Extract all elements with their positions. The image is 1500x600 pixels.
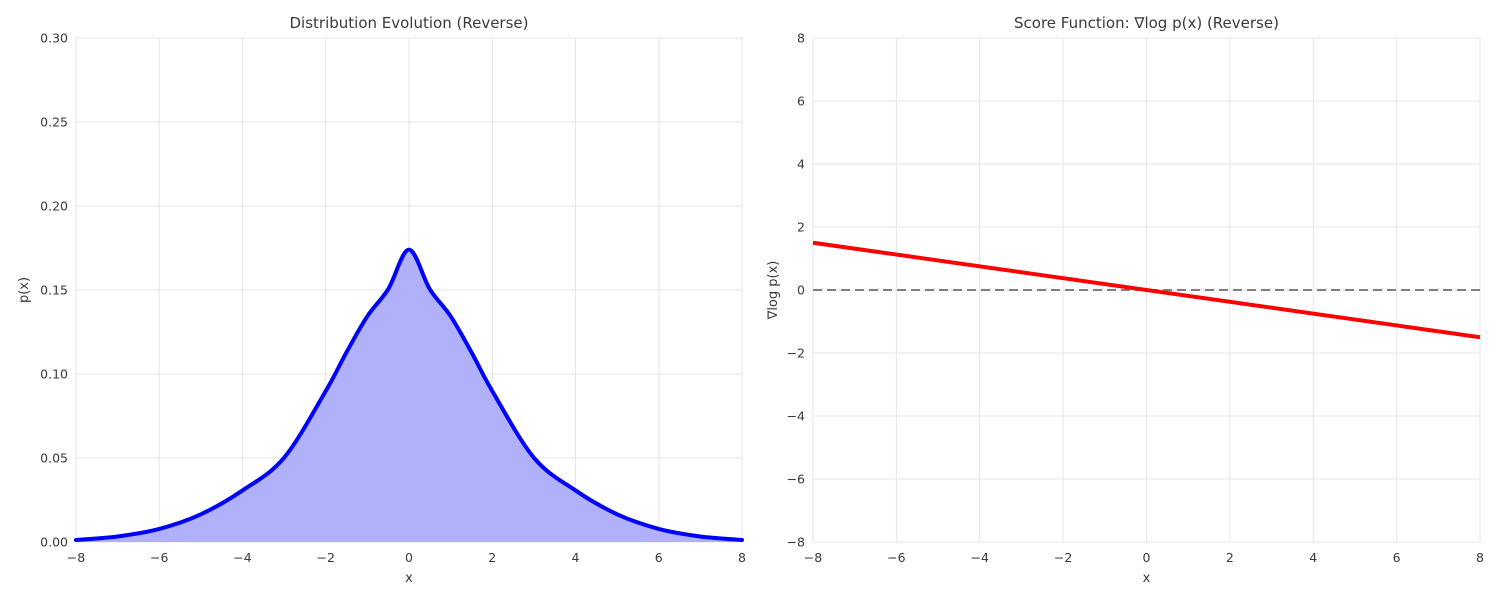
score-x-tick-label: 6 (1393, 550, 1401, 565)
score-y-tick-label: 8 (797, 31, 805, 46)
score-x-tick-label: 2 (1226, 550, 1234, 565)
distribution-x-axis-label: x (405, 571, 413, 586)
distribution-x-tick-label: −4 (233, 550, 251, 565)
score-y-axis-label: ∇log p(x) (766, 261, 781, 321)
density-curve (74, 247, 744, 542)
score-y-tick-label: 6 (797, 94, 805, 109)
score-x-tick-label: −2 (1054, 550, 1072, 565)
distribution-y-tick-label: 0.20 (40, 199, 68, 214)
score-y-tick-label: −2 (787, 346, 805, 361)
distribution-y-tick-label: 0.00 (40, 535, 68, 550)
distribution-x-tick-label: 6 (655, 550, 663, 565)
score-x-tick-label: −8 (804, 550, 822, 565)
distribution-y-tick-label: 0.10 (40, 367, 68, 382)
score-y-tick-label: −8 (787, 535, 805, 550)
distribution-y-tick-label: 0.30 (40, 31, 68, 46)
distribution-x-tick-label: 8 (738, 550, 746, 565)
distribution-y-tick-label: 0.25 (40, 115, 68, 130)
distribution-x-tick-label: −6 (150, 550, 168, 565)
score-x-tick-label: 0 (1143, 550, 1151, 565)
score-x-tick-label: −4 (971, 550, 989, 565)
score-line (812, 240, 1481, 340)
score-x-tick-label: 8 (1476, 550, 1484, 565)
score-x-axis-label: x (1143, 571, 1151, 586)
distribution-y-axis-label: p(x) (17, 277, 32, 303)
score-ticks: −8 −6 −4 −2 0 2 4 6 8 −8 −6 −4 −2 0 2 4 6 8 (787, 31, 1484, 566)
score-y-tick-label: 4 (797, 157, 805, 172)
distribution-y-tick-label: 0.05 (40, 451, 68, 466)
score-chart-title: Score Function: ∇log p(x) (Reverse) (1014, 14, 1279, 32)
distribution-chart: −8 −6 −4 −2 0 2 4 6 8 0.00 0.05 0.10 0.15 0.20 0.25 0.3… (17, 14, 746, 586)
distribution-x-tick-label: −8 (67, 550, 85, 565)
distribution-chart-title: Distribution Evolution (Reverse) (290, 14, 529, 32)
score-y-tick-label: −6 (787, 472, 805, 487)
score-y-tick-label: 0 (797, 283, 805, 298)
score-x-tick-label: −6 (887, 550, 905, 565)
score-marks (812, 240, 1481, 340)
distribution-x-tick-label: −2 (317, 550, 335, 565)
score-y-tick-label: 2 (797, 220, 805, 235)
score-y-tick-label: −4 (787, 409, 805, 424)
distribution-x-tick-label: 0 (405, 550, 413, 565)
score-x-tick-label: 4 (1309, 550, 1317, 565)
distribution-y-tick-label: 0.15 (40, 283, 68, 298)
density-area-fill (76, 249, 742, 542)
distribution-x-tick-label: 4 (572, 550, 580, 565)
distribution-ticks: −8 −6 −4 −2 0 2 4 6 8 0.00 0.05 0.10 0.15 0.20 0.25 0.3… (40, 31, 746, 566)
distribution-marks (74, 247, 744, 542)
distribution-x-tick-label: 2 (488, 550, 496, 565)
score-function-chart: −8 −6 −4 −2 0 2 4 6 8 −8 −6 −4 −2 0 2 4 6 8 Score Functio… (766, 14, 1484, 586)
